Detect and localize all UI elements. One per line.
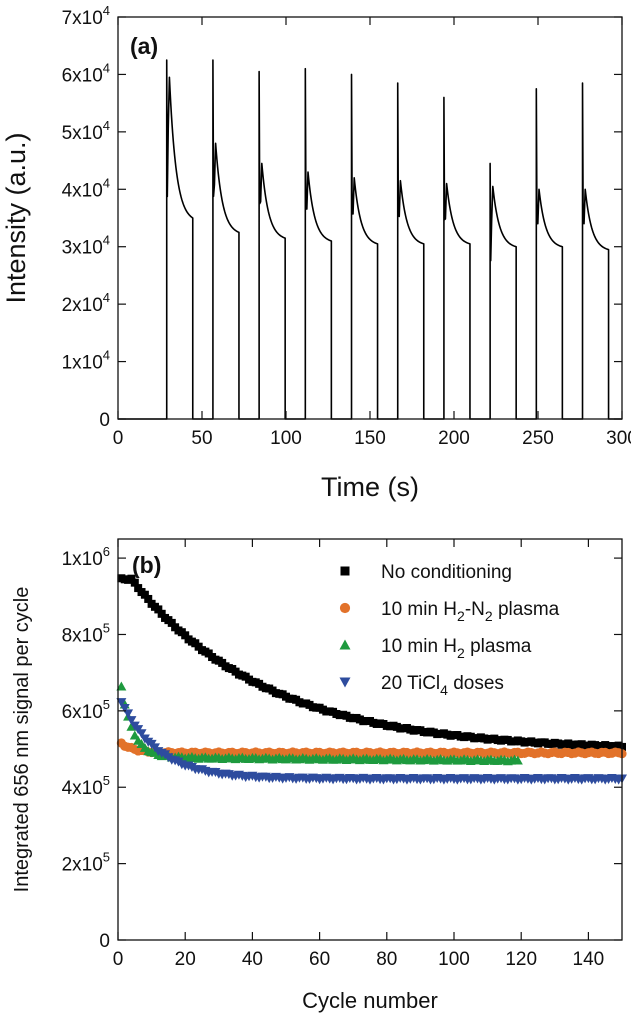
chart-a-intensity-trace (118, 59, 622, 420)
chart-b-frame (117, 538, 623, 941)
chart-a-x-tick-label: 250 (522, 428, 554, 449)
legend-marker (340, 566, 350, 576)
chart-b-point (512, 755, 523, 765)
chart-a-y-tick-label: 0 (99, 410, 110, 431)
chart-b-x-tick-label: 120 (505, 949, 537, 970)
chart-b-point (126, 716, 137, 726)
chart-a-x-tick-label: 300 (606, 428, 631, 449)
chart-b-y-tick-label: 1x106 (62, 544, 110, 570)
chart-b-point (167, 618, 176, 627)
chart-b-x-tick-label: 0 (113, 949, 124, 970)
chart-b-point (116, 681, 127, 691)
chart-b-point (154, 605, 163, 614)
chart-a-y-tick-label: 3x104 (62, 233, 110, 259)
chart-b-x-tick-label: 60 (309, 949, 330, 970)
chart-a-axis-ticks: 0 50 100 150 200 250 300 0 1x104 2x104 3x104 4x104 5… (62, 3, 631, 449)
chart-a-y-tick-label: 4x104 (62, 175, 110, 201)
chart-b-point (181, 631, 190, 640)
chart-b-x-tick-label: 140 (573, 949, 605, 970)
chart-b-y-tick-label: 0 (99, 931, 110, 952)
legend-entry: 10 min H2 plasma (381, 636, 532, 661)
chart-b-y-tick-label: 4x105 (62, 773, 110, 799)
chart-b-axis-ticks: 0 20 40 60 80 100 120 140 0 2x105 4x105 6x105 8x105 1… (62, 539, 622, 970)
chart-b-series-3 (116, 698, 627, 785)
chart-a-x-axis-label: Time (s) (321, 472, 419, 502)
chart-b-data (116, 574, 627, 785)
chart-a-y-tick-label: 1x104 (62, 348, 110, 374)
chart-b-panel-label: (b) (132, 552, 161, 578)
chart-a-data (118, 59, 622, 420)
legend-marker (339, 639, 351, 650)
chart-b-point (157, 609, 166, 618)
chart-b-x-tick-label: 80 (376, 949, 397, 970)
chart-b-x-tick-label: 20 (175, 949, 196, 970)
chart-b-point (140, 590, 149, 599)
chart-a-y-tick-label: 6x104 (62, 60, 110, 86)
chart-a-y-tick-label: 7x104 (62, 3, 110, 29)
chart-b-y-tick-label: 2x105 (62, 850, 110, 876)
chart-b-x-tick-label: 100 (438, 949, 470, 970)
chart-a: 0 50 100 150 200 250 300 0 1x104 2x104 3x104 4x104 5… (1, 3, 631, 502)
chart-b-point (144, 594, 153, 603)
chart-a-y-axis-label: Intensity (a.u.) (1, 132, 31, 303)
chart-a-panel-label: (a) (130, 33, 158, 59)
chart-b-point (130, 578, 139, 587)
chart-b-x-axis-label: Cycle number (302, 988, 438, 1013)
chart-b-y-tick-label: 8x105 (62, 620, 110, 646)
chart-a-y-tick-label: 5x104 (62, 118, 110, 144)
legend-entry: No conditioning (381, 562, 512, 583)
chart-b-legend: No conditioning 10 min H2-N2 plasma 10 min… (339, 562, 560, 698)
chart-a-x-tick-label: 50 (191, 428, 212, 449)
chart-b-point (136, 729, 147, 739)
chart-b: 0 20 40 60 80 100 120 140 0 2x105 4x105 6x105 8x105 1… (11, 538, 627, 1013)
chart-b-series-0 (117, 574, 626, 751)
legend-entry: 20 TiCl4 doses (381, 673, 504, 698)
chart-b-y-tick-label: 6x105 (62, 697, 110, 723)
chart-a-x-tick-label: 150 (354, 428, 386, 449)
chart-b-point (123, 709, 134, 719)
chart-b-point (129, 730, 140, 740)
chart-a-x-tick-label: 100 (270, 428, 302, 449)
legend-marker (339, 602, 351, 614)
chart-a-y-tick-label: 2x104 (62, 290, 110, 316)
chart-b-point (116, 698, 127, 708)
chart-a-frame (117, 16, 623, 420)
chart-b-point (119, 703, 130, 713)
chart-b-x-tick-label: 40 (242, 949, 263, 970)
legend-marker (339, 677, 351, 688)
chart-a-x-tick-label: 200 (438, 428, 470, 449)
chart-a-x-tick-label: 0 (113, 428, 124, 449)
legend-entry: 10 min H2-N2 plasma (381, 599, 560, 624)
chart-b-y-axis-label: Integrated 656 nm signal per cycle (11, 587, 33, 893)
